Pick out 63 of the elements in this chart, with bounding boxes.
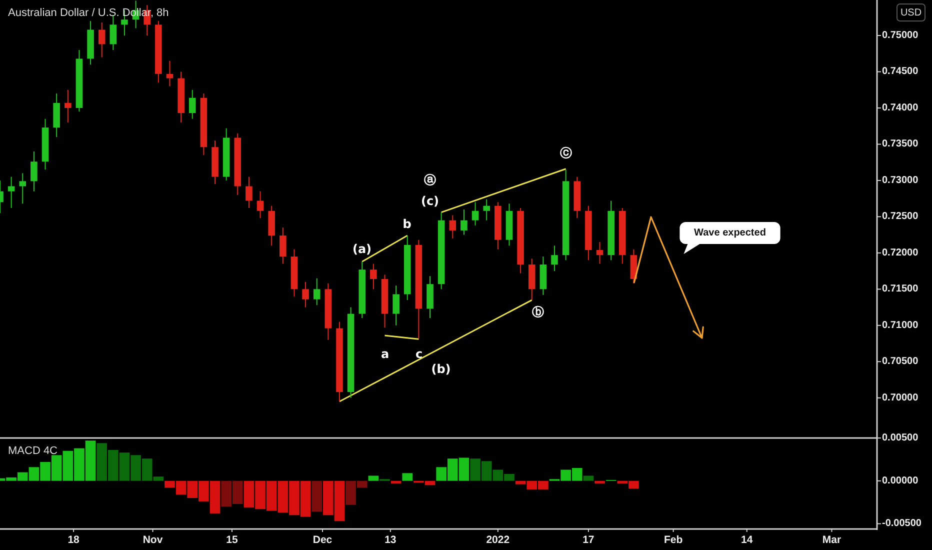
candlestick xyxy=(313,278,320,306)
candlestick xyxy=(246,176,252,208)
candlestick xyxy=(166,60,174,87)
candlestick xyxy=(30,150,38,192)
annotation: c xyxy=(415,347,423,361)
y-tick-label: 0.73500 xyxy=(882,138,919,150)
y-tick-label: 0.70500 xyxy=(882,356,919,368)
x-tick-label: Feb xyxy=(664,534,683,546)
candlestick xyxy=(280,227,286,264)
y-tick-label: 0.73000 xyxy=(882,174,919,186)
candlestick xyxy=(188,89,196,120)
bar xyxy=(583,476,594,481)
annotation: Wave expected xyxy=(694,228,766,238)
candlestick xyxy=(370,263,377,290)
x-tick-label: 18 xyxy=(68,534,80,546)
x-tick-label: Nov xyxy=(142,534,163,546)
bar xyxy=(594,480,605,484)
y-tick-label: 0.70000 xyxy=(882,392,919,404)
annotation: ⓐ xyxy=(424,173,436,187)
candlestick xyxy=(551,245,558,272)
y-tick-label: 0.00000 xyxy=(882,475,919,486)
bar xyxy=(402,473,413,481)
y-tick-label: 0.74000 xyxy=(882,102,919,114)
y-tick-label: -0.00500 xyxy=(882,518,922,530)
annotation: a xyxy=(380,347,390,361)
y-tick-label: 0.71000 xyxy=(882,320,919,331)
annotation: ⓒ xyxy=(560,146,572,160)
x-tick-label: 14 xyxy=(741,534,753,546)
y-tick-label: 0.72500 xyxy=(882,211,919,222)
x-tick-label: Dec xyxy=(312,534,332,546)
bar xyxy=(368,476,379,481)
y-tick-label: 0.00500 xyxy=(882,432,919,444)
x-tick-label: 13 xyxy=(384,534,396,546)
candlestick xyxy=(302,281,309,308)
annotation: b xyxy=(402,217,412,231)
annotation: (a) xyxy=(352,242,372,256)
y-tick-label: 0.74500 xyxy=(882,66,919,78)
y-tick-label: 0.75000 xyxy=(882,30,919,42)
y-tick-label: 0.72000 xyxy=(882,247,919,258)
candlestick xyxy=(98,22,106,58)
candlestick xyxy=(596,242,604,264)
candlestick xyxy=(460,208,468,236)
candlestick xyxy=(483,198,490,221)
candlestick xyxy=(64,89,72,123)
candlestick xyxy=(392,285,400,326)
candlestick xyxy=(19,172,26,204)
candlestick xyxy=(256,190,264,219)
candlestick xyxy=(449,214,456,239)
annotation: ⓑ xyxy=(532,305,544,319)
candlestick xyxy=(110,14,117,51)
x-tick-label: 17 xyxy=(582,534,594,546)
y-tick-label: 0.71500 xyxy=(882,284,919,295)
x-tick-label: 2022 xyxy=(486,534,510,546)
y-axis-title: USD xyxy=(900,8,922,18)
x-tick-label: Mar xyxy=(822,534,842,546)
x-tick-label: 15 xyxy=(226,534,238,546)
text: MACD 4C xyxy=(8,445,58,457)
candlestick xyxy=(8,176,15,208)
candlestick xyxy=(472,202,479,226)
annotation: (b) xyxy=(431,362,451,376)
annotation: (c) xyxy=(420,194,440,208)
bar xyxy=(390,480,402,484)
bar xyxy=(312,480,322,512)
